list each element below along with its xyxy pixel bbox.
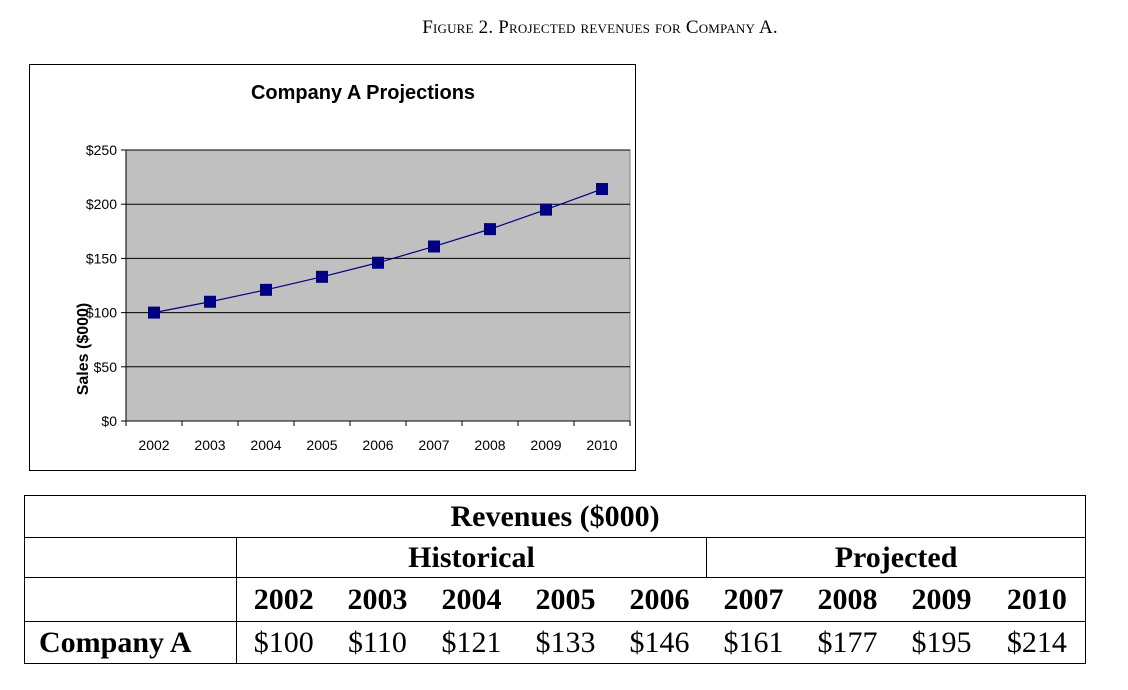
data-point bbox=[540, 203, 552, 216]
y-tick-label: $100 bbox=[86, 305, 117, 321]
revenue-value-2008: $177 bbox=[800, 621, 895, 664]
data-point bbox=[260, 283, 272, 296]
x-tick-label: 2007 bbox=[418, 437, 449, 453]
year-header-2007: 2007 bbox=[706, 577, 801, 622]
plot-area bbox=[125, 149, 631, 422]
x-tick-label: 2009 bbox=[530, 437, 561, 453]
data-point bbox=[596, 183, 608, 196]
x-tick-label: 2008 bbox=[474, 437, 505, 453]
data-point bbox=[428, 240, 440, 253]
data-point bbox=[484, 223, 496, 236]
data-point bbox=[204, 295, 216, 308]
table-empty-cell bbox=[24, 537, 237, 578]
revenue-value-2010: $214 bbox=[988, 621, 1087, 664]
year-header-2002: 2002 bbox=[236, 577, 331, 622]
year-header-2005: 2005 bbox=[518, 577, 613, 622]
data-point bbox=[316, 270, 328, 283]
revenue-table: Revenues ($000) Historical Projected 200… bbox=[23, 495, 1087, 664]
x-tick-label: 2005 bbox=[306, 437, 337, 453]
x-tick-label: 2004 bbox=[250, 437, 281, 453]
x-tick-label: 2010 bbox=[586, 437, 617, 453]
line-chart: $0 $50 $100 $150 $200 $250 2002 2003 2004 2005 200… bbox=[86, 142, 631, 453]
year-header-2009: 2009 bbox=[894, 577, 989, 622]
data-point bbox=[148, 306, 160, 319]
revenue-value-2007: $161 bbox=[706, 621, 801, 664]
group-projected: Projected bbox=[705, 537, 1087, 578]
year-header-2003: 2003 bbox=[330, 577, 425, 622]
figure-caption: Figure 2. Projected revenues for Company… bbox=[422, 17, 778, 38]
revenue-value-2004: $121 bbox=[424, 621, 519, 664]
chart-title: Company A Projections bbox=[250, 82, 476, 104]
revenue-value-2005: $133 bbox=[518, 621, 613, 664]
table-title: Revenues ($000) bbox=[23, 495, 1087, 538]
group-historical: Historical bbox=[236, 537, 707, 578]
x-tick-label: 2006 bbox=[362, 437, 393, 453]
revenue-value-2009: $195 bbox=[894, 621, 989, 664]
y-tick-label: $200 bbox=[86, 196, 117, 212]
y-tick-label: $0 bbox=[101, 413, 117, 429]
y-tick-label: $250 bbox=[86, 142, 117, 158]
chart-frame: Company A Projections Sales ($000) $0 $50… bbox=[29, 64, 636, 471]
year-header-2004: 2004 bbox=[424, 577, 519, 622]
revenue-value-2006: $146 bbox=[612, 621, 707, 664]
data-point bbox=[372, 256, 384, 269]
revenue-value-2002: $100 bbox=[236, 621, 331, 664]
revenue-value-2003: $110 bbox=[330, 621, 425, 664]
year-header-2008: 2008 bbox=[800, 577, 895, 622]
y-tick-label: $50 bbox=[94, 359, 118, 375]
x-tick-label: 2002 bbox=[138, 437, 169, 453]
x-tick-label: 2003 bbox=[194, 437, 225, 453]
y-tick-label: $150 bbox=[86, 250, 117, 266]
row-label: Company A bbox=[24, 621, 237, 664]
table-empty-cell bbox=[24, 577, 237, 622]
year-header-2006: 2006 bbox=[612, 577, 707, 622]
year-header-2010: 2010 bbox=[988, 577, 1087, 622]
